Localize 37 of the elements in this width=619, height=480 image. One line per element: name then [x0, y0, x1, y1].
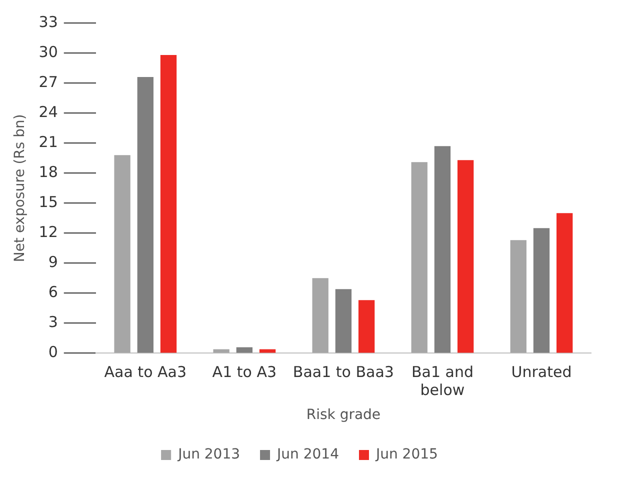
y-tick-label: 30 [38, 42, 58, 61]
bar [434, 146, 451, 353]
bar [259, 349, 276, 353]
bar [533, 228, 550, 353]
bar [236, 347, 253, 353]
bar [358, 300, 375, 353]
bar [160, 55, 177, 353]
legend-label: Jun 2015 [374, 446, 438, 463]
y-tick-label: 6 [48, 283, 58, 302]
y-tick-label: 15 [38, 193, 58, 211]
bar [556, 213, 573, 353]
y-tick-label: 0 [48, 343, 58, 362]
bar [114, 155, 130, 353]
y-axis-title: Net exposure (Rs bn) [12, 114, 28, 262]
x-axis-title: Risk grade [306, 407, 381, 424]
y-tick-label: 12 [38, 223, 58, 242]
bar [213, 349, 230, 353]
y-tick-label: 9 [48, 253, 58, 272]
bar [137, 77, 154, 353]
x-tick-label: Aaa to Aa3 [104, 363, 187, 382]
y-tick-label: 3 [48, 313, 58, 332]
bar [411, 162, 428, 353]
y-tick-label: 24 [38, 102, 58, 121]
y-tick-label: 21 [38, 132, 58, 151]
bar [457, 160, 474, 353]
x-tick-label: Unrated [511, 363, 572, 382]
y-tick-label: 27 [38, 72, 58, 91]
x-tick-label: Baa1 to Baa3 [292, 363, 394, 382]
y-tick-label: 18 [38, 162, 58, 181]
x-tick-label: A1 to A3 [212, 363, 277, 382]
bar [312, 278, 328, 353]
x-tick-label: Ba1 and below [411, 363, 474, 400]
bar [510, 240, 526, 353]
legend-label: Jun 2013 [177, 446, 240, 463]
legend-label: Jun 2014 [276, 446, 340, 463]
y-tick-label: 33 [38, 12, 58, 31]
bar [335, 289, 352, 353]
